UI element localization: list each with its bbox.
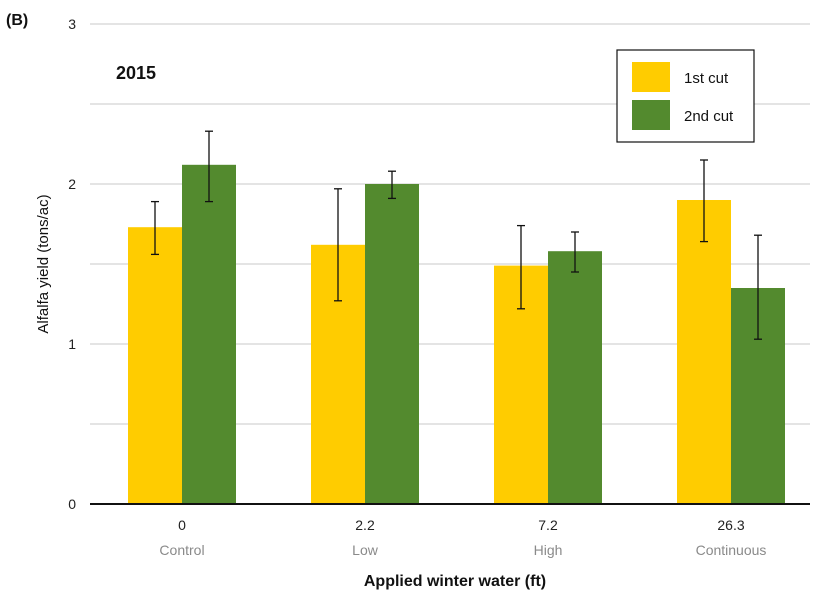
legend-label: 2nd cut (684, 108, 734, 125)
y-tick-label: 3 (68, 16, 76, 32)
bar (182, 164, 236, 505)
x-category-sublabel: Control (159, 542, 204, 558)
y-tick-label: 2 (68, 176, 76, 192)
bar (128, 227, 182, 504)
legend-label: 1st cut (684, 70, 729, 87)
legend-swatch (632, 100, 670, 130)
x-tick-label: 0 (178, 517, 186, 533)
x-category-sublabel: Low (352, 542, 379, 558)
y-tick-label: 0 (68, 496, 76, 512)
legend-swatch (632, 62, 670, 92)
x-tick-label: 26.3 (717, 517, 744, 533)
x-tick-label: 2.2 (355, 517, 375, 533)
x-axis-label: Applied winter water (ft) (364, 573, 546, 590)
chart-title: 2015 (116, 63, 156, 83)
bar (365, 184, 419, 504)
x-category-sublabel: Continuous (696, 542, 767, 558)
bar (677, 200, 731, 504)
y-tick-label: 1 (68, 336, 76, 352)
panel-label: (B) (6, 12, 29, 29)
y-axis-label: Alfalfa yield (tons/ac) (35, 194, 52, 333)
x-category-sublabel: High (534, 542, 563, 558)
bar (548, 251, 602, 504)
x-tick-label: 7.2 (538, 517, 558, 533)
